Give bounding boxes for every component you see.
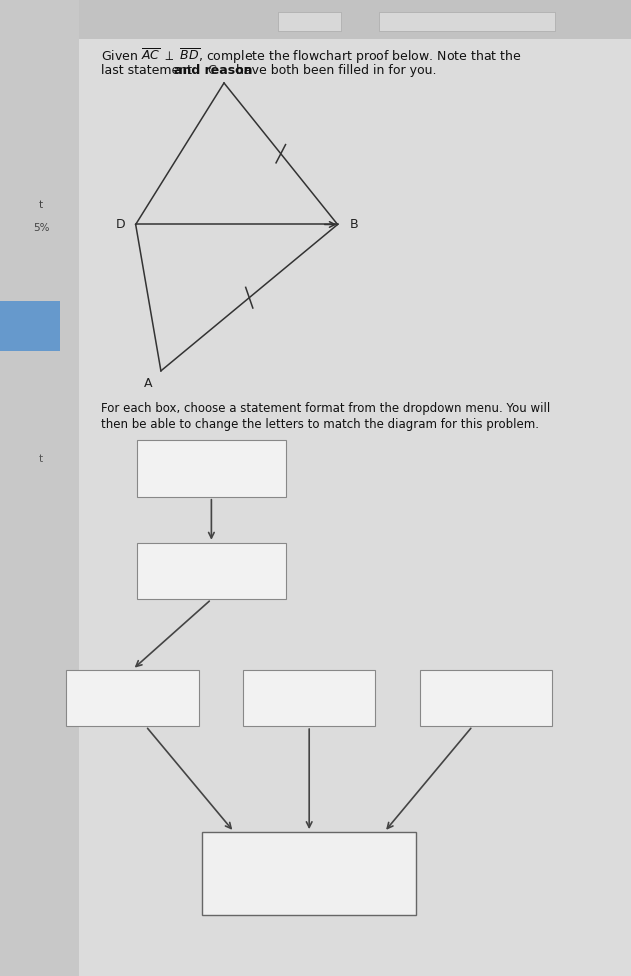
- Text: △ABD ≅ △CBD: △ABD ≅ △CBD: [254, 854, 365, 870]
- Bar: [0, 301, 60, 351]
- Text: Type of Statemer ▾: Type of Statemer ▾: [91, 685, 174, 694]
- Text: and reason: and reason: [174, 64, 252, 77]
- Text: Reason:: Reason:: [189, 476, 233, 486]
- Bar: [66, 670, 199, 726]
- Text: AAS: AAS: [295, 896, 323, 911]
- Text: last statement: last statement: [101, 64, 196, 77]
- Text: Reason:: Reason:: [290, 878, 329, 888]
- Text: Reason:: Reason:: [465, 706, 507, 714]
- Bar: [243, 670, 375, 726]
- Text: t: t: [39, 454, 43, 464]
- Text: Given $\overline{AC}$ $\perp$ $\overline{BD}$, complete the flowchart proof belo: Given $\overline{AC}$ $\perp$ $\overline…: [101, 47, 522, 66]
- Text: Reason:: Reason:: [288, 706, 330, 714]
- Text: Type of Statemer ▾: Type of Statemer ▾: [167, 456, 256, 465]
- Text: 5%: 5%: [33, 224, 49, 233]
- Text: Type of Statemer ▾: Type of Statemer ▾: [445, 685, 527, 694]
- Bar: [420, 670, 552, 726]
- Text: Type of Statemer ▾: Type of Statemer ▾: [268, 685, 350, 694]
- Bar: [278, 12, 341, 31]
- Bar: [79, 0, 631, 976]
- Text: C: C: [207, 63, 216, 76]
- Text: Reason:: Reason:: [189, 579, 233, 589]
- Text: B: B: [350, 218, 358, 231]
- Text: t: t: [39, 200, 43, 210]
- Text: have both been filled in for you.: have both been filled in for you.: [232, 64, 437, 77]
- Bar: [138, 543, 286, 599]
- Text: Reason:: Reason:: [112, 706, 153, 714]
- Text: A: A: [144, 377, 153, 390]
- Text: For each box, choose a statement format from the dropdown menu. You will: For each box, choose a statement format …: [101, 402, 550, 415]
- Bar: [138, 440, 286, 497]
- Bar: [379, 12, 555, 31]
- Bar: [202, 832, 416, 915]
- Text: then be able to change the letters to match the diagram for this problem.: then be able to change the letters to ma…: [101, 418, 539, 430]
- Bar: [79, 0, 631, 39]
- Text: D: D: [116, 218, 126, 231]
- Text: Type of Statemer ▾: Type of Statemer ▾: [167, 558, 256, 567]
